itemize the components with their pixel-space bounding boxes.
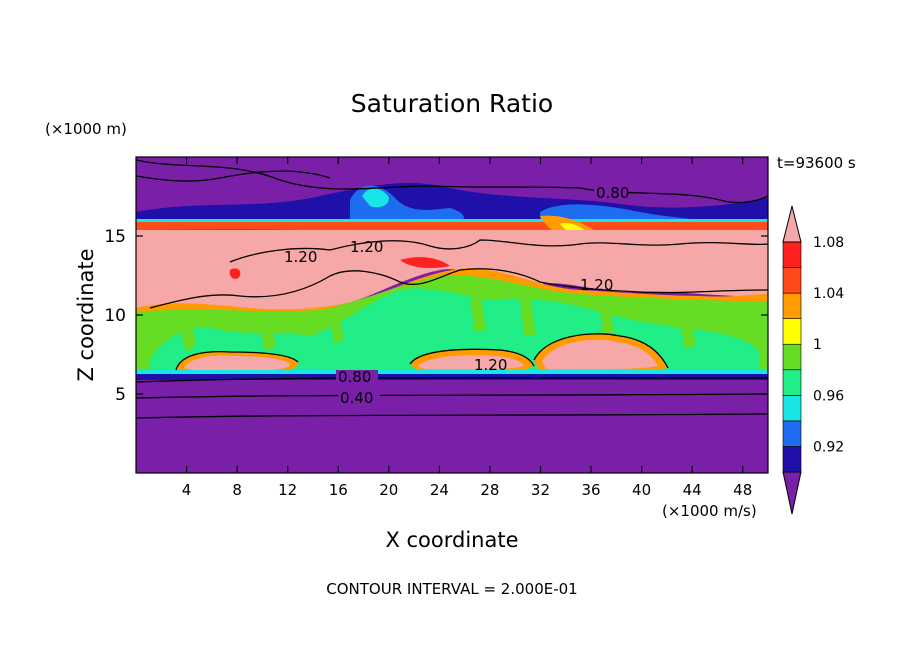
field-lens-right-inner bbox=[542, 339, 658, 370]
contour-interval-note: CONTOUR INTERVAL = 2.000E-01 bbox=[326, 580, 577, 598]
contour-label-group: 0.80 1.20 1.20 1.20 1.20 0.80 0.40 bbox=[284, 184, 629, 407]
x-tick-label: 40 bbox=[632, 481, 651, 499]
field-lower-blue bbox=[136, 374, 768, 380]
colorbar-segment bbox=[782, 446, 802, 473]
contour-label-080-low: 0.80 bbox=[338, 368, 371, 386]
field-streak-7 bbox=[680, 312, 696, 348]
field-patch-cyan-2 bbox=[362, 188, 389, 208]
field-patch-red-2 bbox=[400, 257, 450, 268]
field-streak-2 bbox=[260, 316, 276, 350]
field-streak-3 bbox=[330, 310, 344, 344]
x-tick-label: 24 bbox=[430, 481, 449, 499]
y-axis: 5 10 15 bbox=[104, 227, 768, 405]
x-tick-label: 4 bbox=[182, 481, 192, 499]
field-streak-5 bbox=[520, 296, 536, 336]
field-patch-red-1 bbox=[229, 268, 241, 279]
contour-0.40-lower bbox=[136, 393, 768, 399]
field-transition-line bbox=[136, 219, 768, 223]
time-label: t=93600 s bbox=[777, 154, 856, 172]
colorbar-label: 1.04 bbox=[813, 286, 844, 302]
contour-1.20-mid bbox=[149, 268, 768, 309]
colorbar-label: 1.08 bbox=[813, 235, 844, 251]
colorbar-label: 0.92 bbox=[813, 439, 844, 455]
colorbar-segment bbox=[782, 318, 802, 345]
contour-1.20-upper bbox=[229, 239, 768, 263]
colorbar-segment bbox=[782, 267, 802, 294]
x-axis: 4 8 12 16 20 24 28 32 36 40 44 48 bbox=[182, 157, 752, 499]
colorbar-segment bbox=[782, 420, 802, 447]
x-tick-label: 32 bbox=[531, 481, 550, 499]
y-tick-label: 5 bbox=[115, 385, 126, 405]
contour-0.80-upper-2 bbox=[136, 170, 331, 182]
contour-label-080-top: 0.80 bbox=[596, 184, 629, 202]
colorbar-segment bbox=[782, 292, 802, 319]
y-axis-title: Z coordinate bbox=[74, 248, 98, 381]
field-streak-1 bbox=[180, 315, 196, 352]
contour-label-120-c: 1.20 bbox=[580, 276, 613, 294]
x-axis-title: X coordinate bbox=[385, 528, 518, 552]
x-tick-label: 16 bbox=[329, 481, 348, 499]
x-tick-label: 12 bbox=[278, 481, 297, 499]
x-tick-label: 8 bbox=[232, 481, 242, 499]
contour-label-120-d: 1.20 bbox=[474, 356, 507, 374]
x-unit-label: (×1000 m/s) bbox=[662, 502, 757, 520]
y-tick-label: 10 bbox=[104, 306, 126, 326]
contour-1.20-lens-3 bbox=[533, 333, 669, 369]
colorbar-label: 1 bbox=[813, 337, 822, 353]
y-tick-label: 15 bbox=[104, 227, 126, 247]
contour-1.20-lens-2 bbox=[409, 348, 535, 367]
field-lens-left-inner bbox=[184, 355, 290, 371]
colorbar-label: 0.96 bbox=[813, 388, 844, 404]
x-tick-label: 20 bbox=[379, 481, 398, 499]
colorbar-segment bbox=[782, 395, 802, 422]
x-tick-label: 28 bbox=[480, 481, 499, 499]
contour-label-040-low: 0.40 bbox=[340, 389, 373, 407]
y-unit-label: (×1000 m) bbox=[45, 120, 127, 138]
saturation-field: 0.80 1.20 1.20 1.20 1.20 0.80 0.40 bbox=[136, 157, 768, 473]
contour-1.20-lens bbox=[175, 350, 299, 371]
colorbar: 0.92 0.96 1 1.04 1.08 bbox=[782, 205, 844, 515]
field-streak-4 bbox=[470, 288, 486, 332]
x-tick-label: 44 bbox=[683, 481, 702, 499]
colorbar-high-arrow bbox=[782, 205, 802, 243]
contour-0.80-lower bbox=[136, 377, 768, 383]
contour-label-120-a: 1.20 bbox=[284, 248, 317, 266]
colorbar-segment bbox=[782, 369, 802, 396]
colorbar-low-arrow bbox=[782, 471, 802, 515]
contour-label-120-b: 1.20 bbox=[350, 238, 383, 256]
chart-title: Saturation Ratio bbox=[351, 89, 553, 118]
colorbar-segment bbox=[782, 241, 802, 268]
field-lower-cyan bbox=[136, 370, 768, 374]
colorbar-segment bbox=[782, 343, 802, 371]
field-lens-mid-inner bbox=[418, 355, 524, 370]
contour-0.80-upper bbox=[136, 159, 768, 204]
contour-lower-3 bbox=[136, 413, 768, 419]
contour-lines bbox=[136, 159, 768, 419]
x-tick-label: 48 bbox=[733, 481, 752, 499]
x-tick-label: 36 bbox=[581, 481, 600, 499]
